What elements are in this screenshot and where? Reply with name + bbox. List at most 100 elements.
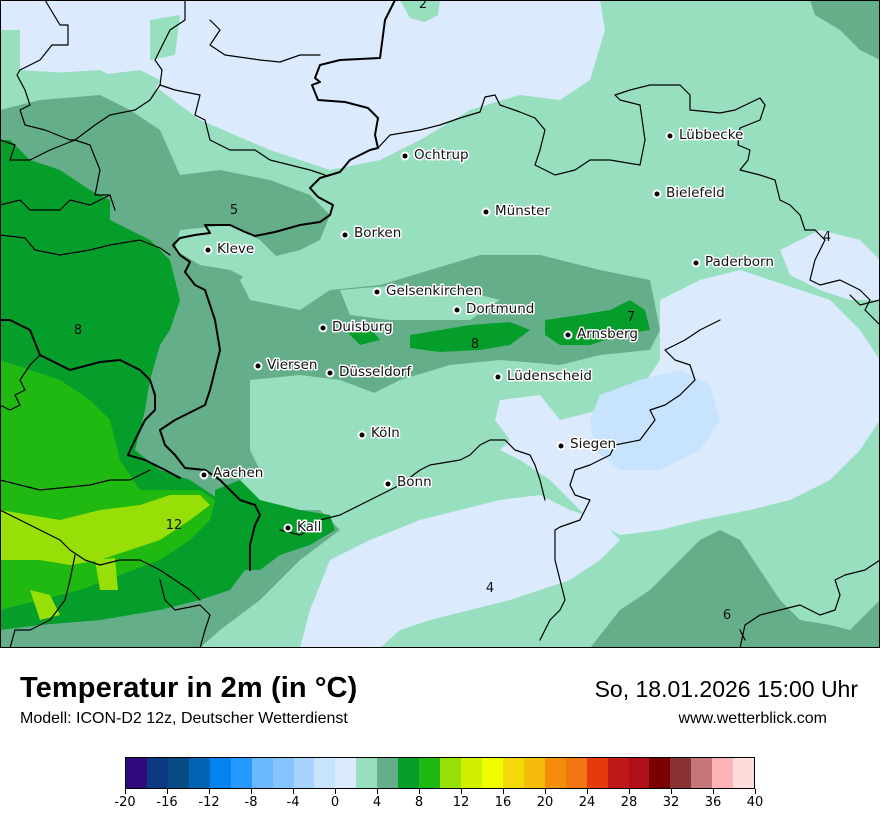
colorbar-tick-label: 28 (620, 795, 638, 810)
city-dot-icon (667, 133, 673, 139)
city-label: Viersen (267, 357, 317, 373)
city-label: Münster (495, 203, 550, 219)
colorbar-segment (398, 758, 420, 788)
city-viersen[interactable]: Viersen (253, 356, 319, 375)
city-kleve[interactable]: Kleve (203, 240, 256, 259)
city-label: Bonn (397, 474, 432, 490)
city-aachen[interactable]: Aachen (199, 464, 265, 483)
city-koeln[interactable]: Köln (357, 424, 401, 443)
colorbar-ticks: -20 -16 -12 -8 -4 0 4 8 12 16 20 24 28 32 36 40 (114, 789, 763, 819)
temperature-field-0-2-north-inner (140, 0, 420, 110)
temperature-field-8-10-ruhr (410, 322, 530, 352)
city-paderborn[interactable]: Paderborn (691, 253, 775, 272)
city-label: Köln (371, 425, 400, 441)
city-dot-icon (402, 153, 408, 159)
city-bonn[interactable]: Bonn (383, 473, 433, 492)
city-label: Aachen (213, 465, 263, 481)
city-duisburg[interactable]: Duisburg (318, 318, 394, 337)
colorbar-segment (314, 758, 336, 788)
colorbar-tick-mark (460, 789, 462, 794)
border-nrw-hesse-south (539, 319, 721, 641)
colorbar-tick-mark (418, 789, 420, 794)
colorbar-segment (440, 758, 461, 788)
city-gelsenkirchen[interactable]: Gelsenkirchen (372, 282, 484, 301)
border-be-south (9, 554, 76, 648)
contour-label-8-ruhr: 8 (471, 337, 479, 352)
city-dot-icon (565, 332, 571, 338)
contour-label-6: 6 (723, 608, 731, 623)
city-ochtrup[interactable]: Ochtrup (400, 146, 470, 165)
city-siegen[interactable]: Siegen (556, 435, 618, 454)
city-dot-icon (495, 374, 501, 380)
city-markers: Ochtrup Lübbecke Bielefeld Münster Borke… (199, 126, 775, 537)
colorbar-tick-label: 24 (578, 795, 596, 810)
temperature-colorbar (125, 757, 755, 789)
colorbar-segment (481, 758, 503, 788)
temperature-field-12-14-south (95, 558, 118, 590)
city-duesseldorf[interactable]: Düsseldorf (325, 363, 414, 382)
temperature-field-6-8-southeast (590, 530, 880, 648)
border-be-lux (159, 579, 211, 648)
colorbar-segment (565, 758, 587, 788)
city-luedenscheid[interactable]: Lüdenscheid (493, 367, 593, 386)
city-muenster[interactable]: Münster (481, 202, 552, 221)
colorbar-tick-label: 20 (536, 795, 554, 810)
colorbar-tick-mark (124, 789, 126, 794)
colorbar-segment (419, 758, 441, 788)
contour-label-12: 12 (166, 518, 183, 533)
city-bielefeld[interactable]: Bielefeld (652, 184, 726, 203)
temperature-field-0-2-east (780, 230, 880, 300)
city-dortmund[interactable]: Dortmund (452, 300, 536, 319)
colorbar-tick-mark (712, 789, 714, 794)
colorbar-segment (733, 758, 755, 788)
contour-label-2: 2 (419, 0, 427, 12)
colorbar-segment (377, 758, 399, 788)
city-kall[interactable]: Kall (283, 518, 323, 537)
city-dot-icon (205, 247, 211, 253)
city-label: Dortmund (466, 301, 534, 317)
border-nrw-hesse (809, 239, 880, 326)
website-link[interactable]: www.wetterblick.com (678, 710, 827, 727)
city-dot-icon (320, 325, 326, 331)
colorbar-segment (607, 758, 629, 788)
colorbar-segment (523, 758, 545, 788)
national-border-nl-de (159, 0, 396, 571)
contour-label-4-south: 4 (486, 581, 494, 596)
colorbar-segment (230, 758, 252, 788)
city-borken[interactable]: Borken (340, 224, 403, 243)
temperature-field-mint-kleve (175, 225, 300, 295)
city-label: Arnsberg (577, 326, 638, 342)
colorbar-tick-label: -16 (156, 795, 178, 810)
border-be-provinces (0, 354, 41, 411)
colorbar-tick-mark (334, 789, 336, 794)
map-canvas: 2 5 4 8 7 8 12 4 6 Ochtrup Lübbecke Biel… (0, 0, 880, 648)
city-label: Kleve (217, 241, 254, 257)
border-rp-se-2 (739, 629, 746, 641)
temperature-field-8-10-duisburg (345, 328, 380, 345)
border-nl-provinces-6 (0, 234, 171, 256)
city-dot-icon (558, 443, 564, 449)
colorbar-tick-label: 16 (494, 795, 512, 810)
colorbar-tick-label: 4 (372, 795, 382, 810)
temperature-field-mint-top (150, 15, 180, 60)
colorbar-segment (649, 758, 671, 788)
city-arnsberg[interactable]: Arnsberg (563, 325, 639, 344)
city-luebbecke[interactable]: Lübbecke (665, 126, 745, 145)
city-label: Düsseldorf (339, 364, 412, 380)
colorbar-tick-label: 40 (746, 795, 764, 810)
temperature-map: 2 5 4 8 7 8 12 4 6 Ochtrup Lübbecke Biel… (0, 0, 880, 648)
colorbar-segment (628, 758, 650, 788)
city-label: Lübbecke (679, 127, 743, 143)
colorbar-tick-label: -20 (114, 795, 136, 810)
colorbar-segment (209, 758, 231, 788)
colorbar-tick-mark (670, 789, 672, 794)
temperature-field-mint-top-center (400, 0, 440, 22)
colorbar-tick-label: -8 (244, 795, 258, 810)
colorbar-segment (712, 758, 734, 788)
colorbar-segment (586, 758, 608, 788)
city-label: Duisburg (332, 319, 393, 335)
temperature-field-12-14-sw (30, 590, 60, 620)
colorbar-segment (544, 758, 566, 788)
forecast-datetime: So, 18.01.2026 15:00 Uhr (594, 676, 858, 702)
contour-label-5: 5 (230, 203, 238, 218)
